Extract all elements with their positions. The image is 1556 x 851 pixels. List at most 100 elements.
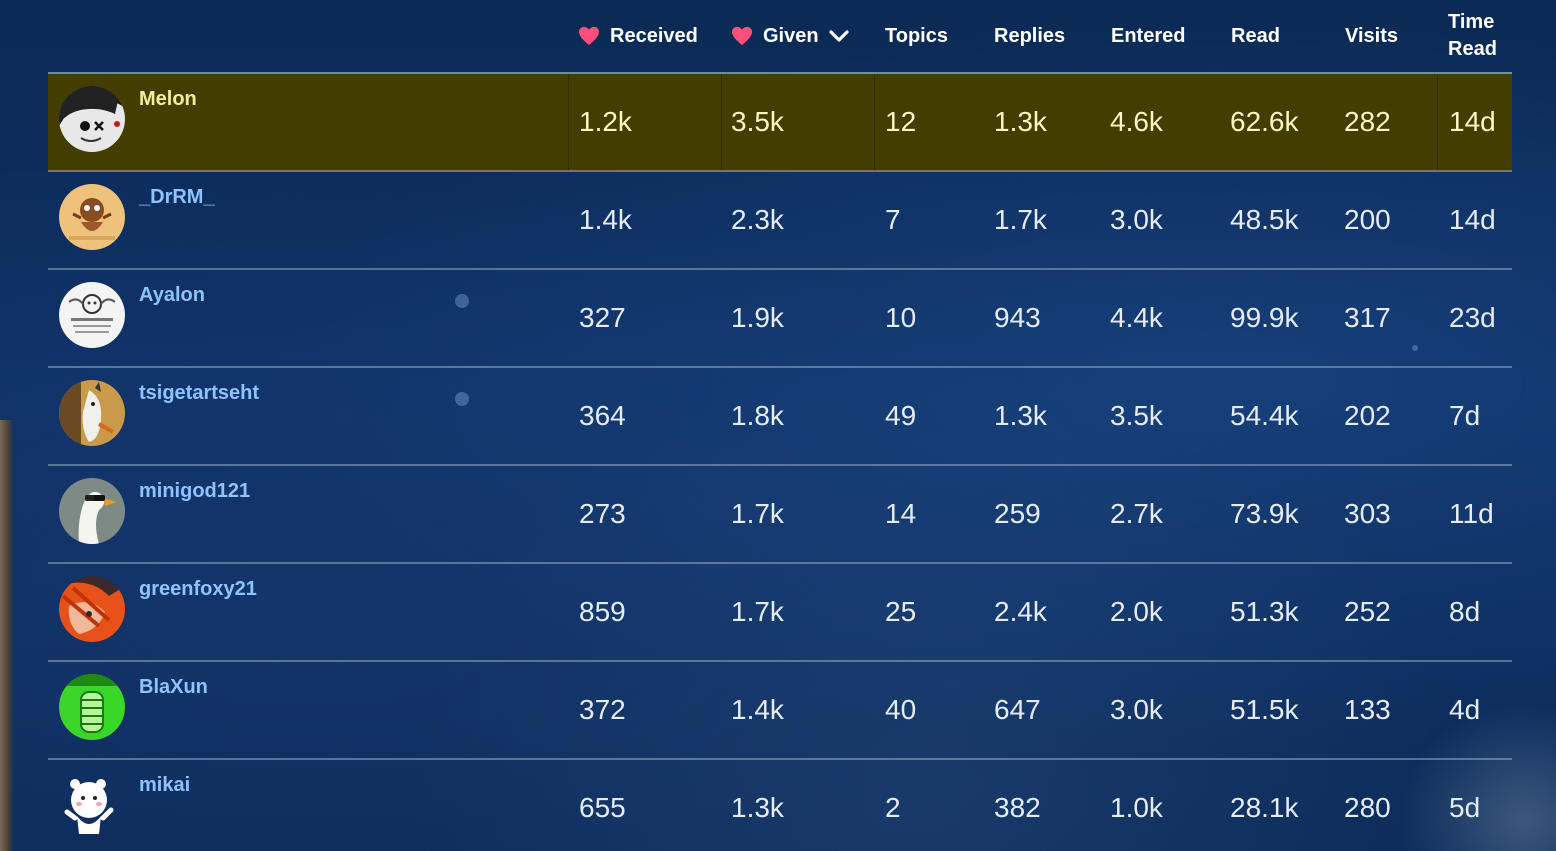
given-count: 1.3k [731,792,784,823]
read-count: 51.3k [1230,596,1299,627]
column-header-replies[interactable]: Replies [994,0,1065,72]
username-link[interactable]: Melon [139,88,197,110]
column-header-visits[interactable]: Visits [1345,0,1398,72]
column-label: Read [1231,24,1280,47]
received-count: 1.4k [579,204,632,235]
avatar[interactable] [59,478,125,544]
entered-count: 3.0k [1110,694,1163,725]
table-row[interactable]: BlaXun 372 1.4k 40 647 3.0k 51.5k 133 4d [48,662,1512,760]
read-count: 62.6k [1230,106,1299,137]
visits-count: 202 [1344,400,1391,431]
read-count: 48.5k [1230,204,1299,235]
heart-icon [579,26,599,46]
column-label: Topics [885,24,948,47]
table-row-current-user[interactable]: Melon 1.2k 3.5k 12 1.3k 4.6k 62.6k 282 1… [48,74,1512,172]
topics-count: 12 [885,106,917,137]
column-header-received[interactable]: Received [578,0,698,72]
avatar[interactable] [59,380,125,446]
entered-count: 3.0k [1110,204,1163,235]
replies-count: 1.3k [994,400,1047,431]
column-header-time-read[interactable]: Time Read [1448,0,1497,72]
visits-count: 133 [1344,694,1391,725]
column-label: Received [610,24,698,47]
cell-divider [721,74,722,170]
column-label: Visits [1345,24,1398,47]
given-count: 1.8k [731,400,784,431]
cell-divider [874,74,875,170]
read-count: 73.9k [1230,498,1299,529]
table-row[interactable]: _DrRM_ 1.4k 2.3k 7 1.7k 3.0k 48.5k 200 1… [48,172,1512,270]
column-header-read[interactable]: Read [1231,0,1280,72]
background-sparkle [455,392,469,406]
received-count: 327 [579,302,626,333]
username-link[interactable]: tsigetartseht [139,382,260,404]
entered-count: 2.0k [1110,596,1163,627]
table-row[interactable]: Ayalon 327 1.9k 10 943 4.4k 99.9k 317 23… [48,270,1512,368]
cell-divider [568,74,569,170]
given-count: 3.5k [731,106,784,137]
given-count: 1.7k [731,498,784,529]
column-label-line: Time [1448,11,1495,33]
time-read-value: 23d [1449,302,1496,333]
time-read-value: 5d [1449,792,1481,823]
username-link[interactable]: _DrRM_ [139,186,215,208]
visits-count: 200 [1344,204,1391,235]
column-label-line: Read [1448,38,1497,60]
topics-count: 14 [885,498,917,529]
username-link[interactable]: mikai [139,774,191,796]
column-header-entered[interactable]: Entered [1111,0,1185,72]
visits-count: 303 [1344,498,1391,529]
background-sparkle [455,294,469,308]
entered-count: 4.4k [1110,302,1163,333]
topics-count: 49 [885,400,917,431]
background-decoration [1396,700,1556,851]
received-count: 655 [579,792,626,823]
column-label: Replies [994,24,1066,47]
time-read-value: 14d [1449,204,1496,235]
cell-divider [1437,74,1438,170]
read-count: 54.4k [1230,400,1299,431]
username-link[interactable]: BlaXun [139,676,208,698]
column-header-given[interactable]: Given [731,0,849,72]
topics-count: 7 [885,204,901,235]
replies-count: 259 [994,498,1041,529]
visits-count: 280 [1344,792,1391,823]
given-count: 2.3k [731,204,784,235]
entered-count: 1.0k [1110,792,1163,823]
read-count: 51.5k [1230,694,1299,725]
column-header-topics[interactable]: Topics [885,0,948,72]
replies-count: 382 [994,792,1041,823]
avatar[interactable] [59,184,125,250]
topics-count: 25 [885,596,917,627]
username-link[interactable]: greenfoxy21 [139,578,257,600]
avatar[interactable] [59,674,125,740]
entered-count: 3.5k [1110,400,1163,431]
replies-count: 943 [994,302,1041,333]
time-read-value: 11d [1449,498,1494,529]
avatar[interactable] [59,282,125,348]
time-read-value: 7d [1449,400,1481,431]
table-row[interactable]: mikai 655 1.3k 2 382 1.0k 28.1k 280 5d [48,760,1512,851]
topics-count: 40 [885,694,917,725]
received-count: 1.2k [579,106,632,137]
given-count: 1.9k [731,302,784,333]
received-count: 859 [579,596,626,627]
time-read-value: 8d [1449,596,1481,627]
replies-count: 1.3k [994,106,1047,137]
avatar[interactable] [59,576,125,642]
avatar[interactable] [59,86,125,152]
entered-count: 2.7k [1110,498,1163,529]
table-row[interactable]: minigod121 273 1.7k 14 259 2.7k 73.9k 30… [48,466,1512,564]
topics-count: 2 [885,792,901,823]
time-read-value: 14d [1449,106,1496,137]
username-link[interactable]: minigod121 [139,480,251,502]
avatar[interactable] [59,772,125,838]
replies-count: 1.7k [994,204,1047,235]
replies-count: 2.4k [994,596,1047,627]
table-row[interactable]: greenfoxy21 859 1.7k 25 2.4k 2.0k 51.3k … [48,564,1512,662]
received-count: 364 [579,400,626,431]
read-count: 28.1k [1230,792,1299,823]
username-link[interactable]: Ayalon [139,284,205,306]
entered-count: 4.6k [1110,106,1163,137]
table-row[interactable]: tsigetartseht 364 1.8k 49 1.3k 3.5k 54.4… [48,368,1512,466]
